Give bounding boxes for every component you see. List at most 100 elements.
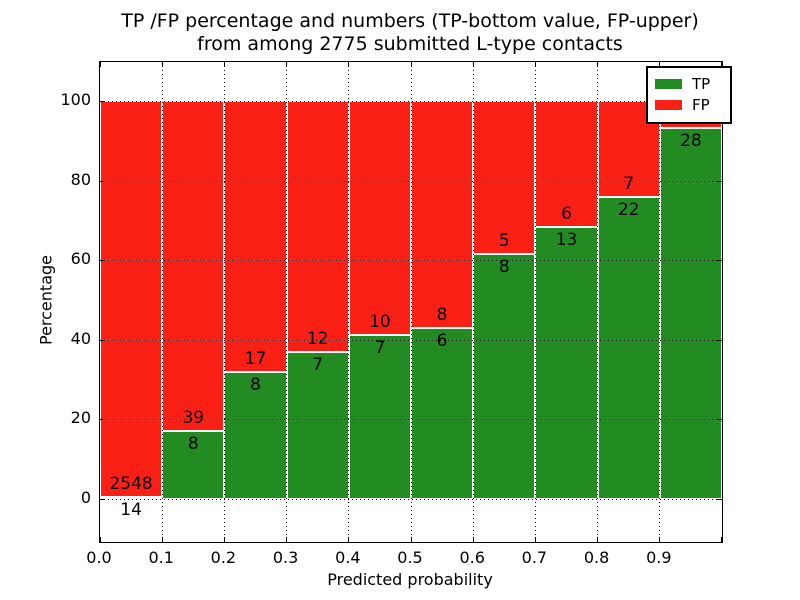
y-tick-label: 20 bbox=[70, 408, 91, 428]
bar-segment-fp bbox=[411, 101, 474, 329]
vertical-gridline bbox=[286, 62, 288, 542]
bar-segment-fp bbox=[162, 101, 225, 432]
plot-area: TP FP 2548143981781271078658613722228 bbox=[99, 61, 732, 543]
x-tick-label: 0.7 bbox=[521, 548, 548, 567]
x-tick-label: 0.9 bbox=[646, 548, 672, 567]
y-tick-mark bbox=[717, 180, 722, 182]
x-tick-mark bbox=[472, 62, 474, 67]
x-tick-mark bbox=[223, 537, 225, 542]
x-tick-mark bbox=[286, 62, 288, 67]
x-tick-label: 0.8 bbox=[583, 548, 610, 567]
x-tick-mark bbox=[348, 537, 350, 542]
bar-segment-tp bbox=[535, 226, 598, 499]
y-tick-mark bbox=[100, 260, 105, 262]
fp-count-label: 7 bbox=[623, 174, 635, 195]
legend-entry-tp: TP bbox=[655, 76, 723, 92]
horizontal-gridline bbox=[100, 260, 722, 262]
y-tick-mark bbox=[717, 499, 722, 500]
fp-count-label: 5 bbox=[498, 231, 510, 252]
fp-count-label: 8 bbox=[436, 305, 448, 326]
vertical-gridline bbox=[223, 62, 225, 542]
fp-count-label: 10 bbox=[369, 312, 391, 333]
bar-segment-tp bbox=[659, 127, 722, 499]
vertical-gridline bbox=[659, 62, 661, 542]
y-tick-label: 100 bbox=[60, 90, 91, 109]
x-tick-mark bbox=[659, 62, 661, 67]
y-tick-mark bbox=[100, 419, 105, 421]
fp-count-label: 39 bbox=[182, 408, 205, 429]
x-tick-mark bbox=[721, 537, 722, 542]
y-tick-label: 80 bbox=[70, 169, 91, 189]
x-tick-mark bbox=[161, 62, 163, 67]
x-tick-mark bbox=[597, 537, 599, 542]
tp-count-label: 8 bbox=[498, 257, 510, 278]
horizontal-gridline bbox=[100, 419, 722, 421]
bar-segment-tp bbox=[100, 496, 163, 499]
vertical-gridline bbox=[597, 62, 599, 542]
legend-label-tp: TP bbox=[692, 75, 711, 93]
x-tick-mark bbox=[721, 62, 722, 67]
tp-count-label: 28 bbox=[680, 130, 702, 151]
bar-segment-tp bbox=[348, 335, 411, 499]
x-tick-mark bbox=[223, 62, 225, 67]
fp-count-label: 2548 bbox=[109, 473, 153, 494]
x-tick-label: 0.2 bbox=[210, 548, 237, 567]
tp-count-label: 8 bbox=[250, 374, 261, 395]
chart-title-line1: TP /FP percentage and numbers (TP-bottom… bbox=[121, 10, 699, 32]
x-tick-mark bbox=[161, 537, 163, 542]
tp-color-swatch bbox=[655, 79, 682, 89]
bar-segment-fp bbox=[348, 101, 411, 336]
tp-count-label: 7 bbox=[312, 355, 324, 376]
x-tick-label: 0.0 bbox=[86, 548, 112, 567]
y-tick-mark bbox=[717, 419, 722, 421]
bar-segment-tp bbox=[162, 431, 225, 499]
x-tick-mark bbox=[597, 62, 599, 67]
y-tick-label: 0 bbox=[80, 488, 91, 507]
horizontal-gridline bbox=[100, 101, 722, 102]
tp-count-label: 6 bbox=[436, 331, 448, 352]
legend: TP FP bbox=[646, 66, 732, 124]
x-tick-mark bbox=[100, 537, 101, 542]
x-tick-mark bbox=[534, 537, 536, 542]
y-tick-mark bbox=[717, 339, 722, 341]
x-tick-label: 0.3 bbox=[272, 548, 299, 567]
x-tick-label: 0.5 bbox=[397, 548, 423, 567]
tp-count-label: 22 bbox=[617, 200, 640, 221]
chart-title-line2: from among 2775 submitted L-type contact… bbox=[197, 33, 623, 55]
bar-segment-tp bbox=[286, 352, 349, 499]
bar-segment-tp bbox=[473, 254, 536, 499]
x-tick-mark bbox=[286, 537, 288, 542]
y-tick-mark bbox=[100, 101, 105, 102]
vertical-gridline bbox=[472, 62, 474, 542]
x-tick-mark bbox=[348, 62, 350, 67]
vertical-gridline bbox=[161, 62, 163, 542]
bar-segment-fp bbox=[473, 101, 536, 255]
x-tick-mark bbox=[410, 62, 412, 67]
y-tick-mark bbox=[100, 180, 105, 182]
horizontal-gridline bbox=[100, 339, 722, 341]
chart-title: TP /FP percentage and numbers (TP-bottom… bbox=[99, 10, 721, 56]
vertical-gridline bbox=[410, 62, 412, 542]
y-tick-label: 40 bbox=[70, 328, 91, 348]
legend-label-fp: FP bbox=[692, 96, 710, 114]
y-tick-mark bbox=[717, 260, 722, 262]
x-tick-label: 0.4 bbox=[335, 548, 361, 567]
x-tick-mark bbox=[472, 537, 474, 542]
x-tick-label: 0.1 bbox=[148, 548, 174, 567]
tp-count-label: 7 bbox=[374, 338, 386, 359]
x-tick-mark bbox=[100, 62, 101, 67]
bar-segment-fp bbox=[224, 101, 287, 372]
vertical-gridline bbox=[348, 62, 350, 542]
y-tick-mark bbox=[100, 499, 105, 500]
fp-count-label: 17 bbox=[244, 348, 267, 369]
vertical-gridline bbox=[534, 62, 536, 542]
horizontal-gridline bbox=[100, 499, 722, 500]
bar-segment-tp bbox=[411, 328, 474, 499]
fp-count-label: 6 bbox=[561, 203, 572, 224]
x-tick-mark bbox=[534, 62, 536, 67]
y-tick-mark bbox=[100, 339, 105, 341]
bar-segment-tp bbox=[224, 371, 287, 499]
bar-segment-tp bbox=[597, 197, 660, 499]
x-tick-mark bbox=[410, 537, 412, 542]
